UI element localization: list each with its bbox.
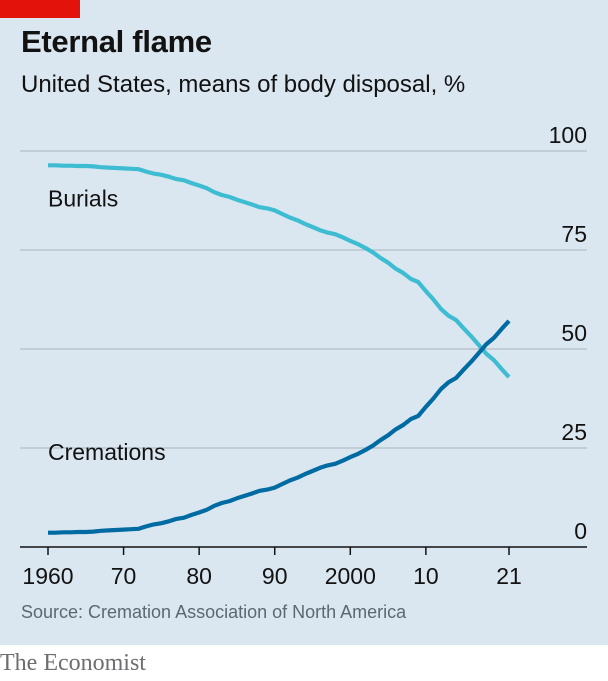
line-chart: 0 25 50 75 100 1960 70 80 90 2000 10 21 Burials Cre… <box>20 122 587 589</box>
y-tick-label: 100 <box>549 122 587 148</box>
x-tick-label: 70 <box>111 563 137 589</box>
series-lines <box>48 163 511 535</box>
brand-red-tab <box>0 0 80 18</box>
series-line-burials <box>48 163 511 379</box>
chart-title: Eternal flame <box>21 24 212 59</box>
x-tick-label: 1960 <box>22 563 73 589</box>
chart-card: Eternal flame United States, means of bo… <box>0 0 608 645</box>
y-tick-label: 0 <box>574 518 587 544</box>
series-label-burials: Burials <box>48 186 118 212</box>
brand-logo: The Economist <box>0 650 146 676</box>
series-labels: Burials Cremations <box>48 186 166 465</box>
series-line-cremations <box>48 319 511 535</box>
x-axis: 1960 70 80 90 2000 10 21 <box>22 547 522 589</box>
x-tick-label: 80 <box>186 563 212 589</box>
series-label-cremations: Cremations <box>48 439 166 465</box>
chart-subtitle: United States, means of body disposal, % <box>21 71 466 98</box>
y-tick-labels: 0 25 50 75 100 <box>549 122 587 544</box>
x-tick-label: 2000 <box>325 563 376 589</box>
gridlines <box>20 150 587 548</box>
x-tick-label: 90 <box>262 563 288 589</box>
x-tick-label: 10 <box>413 563 439 589</box>
x-tick-label: 21 <box>496 563 522 589</box>
source-note: Source: Cremation Association of North A… <box>21 602 407 622</box>
y-tick-label: 50 <box>561 320 587 346</box>
y-tick-label: 75 <box>561 221 587 247</box>
y-tick-label: 25 <box>561 419 587 445</box>
